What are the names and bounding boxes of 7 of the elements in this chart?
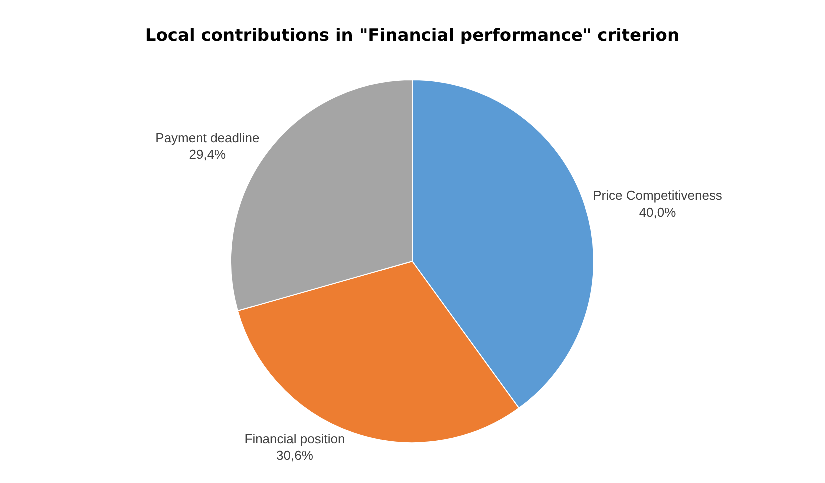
- slice-label: Price Competitiveness: [593, 188, 723, 203]
- slice-label: Financial position: [244, 431, 346, 446]
- data-label: 29,4%: [189, 147, 227, 162]
- slice-label: Payment deadline: [156, 130, 260, 146]
- data-label: 30,6%: [276, 448, 314, 464]
- data-label: 40,0%: [639, 204, 677, 220]
- chart-title: Local contributions in "Financial performance" criterion: [145, 26, 680, 46]
